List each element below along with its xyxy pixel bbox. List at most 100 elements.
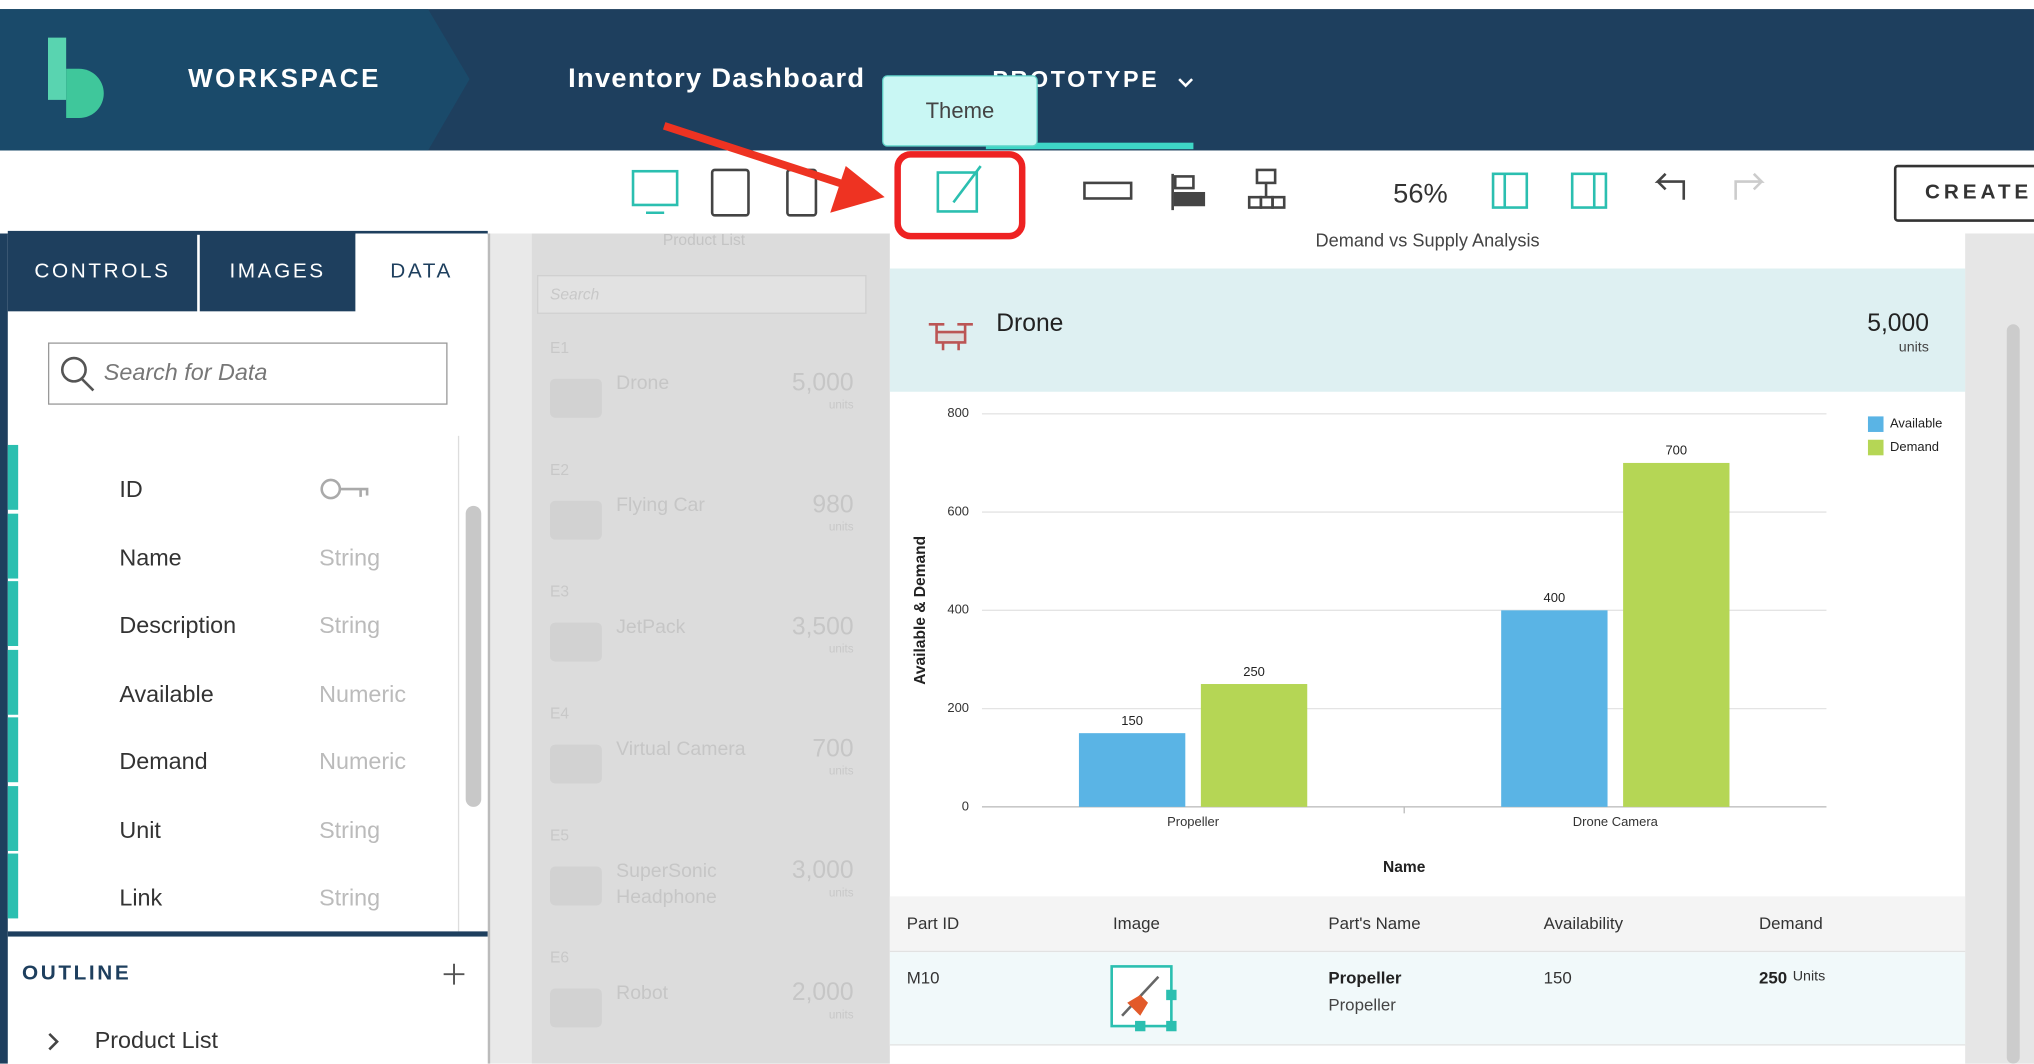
field-name[interactable]: Link (119, 884, 163, 911)
product-value: 3,000 (791, 857, 854, 885)
field-marker (7, 444, 19, 510)
desktop-icon[interactable] (631, 169, 679, 207)
table-header (889, 896, 1966, 953)
workspace-label[interactable]: WORKSPACE (188, 64, 382, 94)
product-search-placeholder: Search (550, 285, 600, 304)
field-name[interactable]: ID (119, 476, 143, 503)
detail-header (889, 268, 1966, 392)
product-name[interactable]: SuperSonic Headphone (616, 860, 717, 909)
product-id: E6 (550, 948, 570, 967)
product-id: E5 (550, 826, 570, 845)
tab[interactable]: IMAGES (199, 233, 356, 312)
field-type: Numeric (319, 748, 407, 775)
search-icon (60, 356, 95, 392)
product-image (550, 378, 602, 418)
product-name[interactable]: Flying Car (616, 494, 705, 517)
product-value: 700 (812, 735, 854, 763)
data-label: 250 (1243, 664, 1265, 679)
column-header: Part ID (906, 913, 960, 933)
ruler-icon[interactable] (1083, 181, 1133, 200)
bar (1078, 733, 1186, 807)
project-name[interactable]: Inventory Dashboard (568, 63, 866, 94)
panel-right-icon[interactable] (1570, 172, 1608, 209)
legend-label: Demand (1890, 439, 1939, 454)
field-marker (7, 581, 19, 647)
scrollbar[interactable] (465, 505, 482, 807)
y-tick-label: 800 (947, 405, 969, 420)
product-image (550, 866, 602, 906)
panel-left-icon[interactable] (1491, 172, 1529, 209)
tablet-icon[interactable] (710, 168, 750, 217)
column-header: Part's Name (1328, 913, 1421, 933)
product-name[interactable]: Robot (616, 981, 669, 1005)
field-marker (7, 717, 19, 783)
x-tick-label: Drone Camera (1573, 814, 1659, 829)
search-box[interactable] (47, 342, 448, 405)
y-tick-label: 400 (947, 602, 969, 617)
align-icon[interactable] (1173, 191, 1206, 207)
panel-border (487, 233, 491, 1064)
search-placeholder: Search for Data (103, 359, 268, 386)
canvas-scrollbar[interactable] (2006, 324, 2020, 1064)
key-icon (320, 478, 369, 500)
cell: M10 (906, 967, 940, 988)
field-name[interactable]: Unit (119, 816, 161, 843)
expand-icon[interactable] (44, 1030, 62, 1053)
zoom-level[interactable]: 56% (1393, 179, 1448, 209)
mode-underline (985, 142, 1194, 150)
field-marker (7, 853, 19, 919)
data-label: 150 (1121, 713, 1143, 728)
product-unit: units (828, 642, 854, 656)
detail-value: 5,000 (1867, 310, 1929, 338)
product-name[interactable]: Drone (616, 372, 670, 395)
field-name[interactable]: Description (119, 612, 237, 639)
product-image (550, 500, 602, 540)
field-name[interactable]: Name (119, 544, 182, 571)
y-tick-label: 200 (947, 700, 969, 715)
create-button[interactable]: CREATE (1893, 164, 2034, 222)
product-value: 5,000 (791, 369, 854, 397)
product-unit: units (828, 520, 854, 534)
product-unit: units (828, 1007, 854, 1021)
product-id: E1 (550, 338, 570, 357)
field-type: Numeric (319, 680, 407, 707)
field-marker (7, 513, 19, 578)
field-type: String (319, 884, 381, 911)
annotation (662, 122, 1026, 240)
chart: 0 200 400 600 800 Propeller 150 250 Drone Camera… (912, 405, 1942, 876)
cell: Propeller (1328, 994, 1396, 1015)
add-icon[interactable] (441, 961, 467, 987)
detail-title: Demand vs Supply Analysis (1315, 229, 1540, 251)
product-id: E4 (550, 704, 570, 723)
cell: 150 (1543, 967, 1572, 988)
tab[interactable]: CONTROLS (7, 233, 198, 312)
tab-active[interactable]: DATA (355, 233, 488, 312)
cell: Units (1792, 969, 1826, 985)
outline-divider (7, 931, 488, 937)
undo-icon[interactable] (1654, 172, 1686, 200)
tree-icon[interactable] (1271, 195, 1286, 209)
product-name[interactable]: Virtual Camera (616, 738, 746, 761)
product-value: 2,000 (791, 979, 854, 1007)
field-name[interactable]: Demand (119, 748, 208, 775)
field-type: String (319, 816, 381, 843)
theme-icon[interactable] (936, 171, 979, 213)
product-name[interactable]: JetPack (616, 616, 686, 639)
field-type: String (319, 612, 381, 639)
y-tick-label: 0 (962, 798, 969, 813)
product-list-title: Product List (662, 230, 746, 250)
legend-swatch (1867, 439, 1884, 456)
product-image (550, 744, 602, 784)
product-unit: units (828, 764, 854, 778)
outline-item[interactable]: Product List (94, 1027, 218, 1054)
mode-chevron[interactable] (1175, 75, 1196, 91)
redo-icon[interactable] (1734, 172, 1765, 200)
field-name[interactable]: Available (119, 680, 214, 707)
product-search[interactable] (537, 275, 867, 314)
legend-label: Available (1890, 416, 1942, 431)
table-row[interactable] (889, 952, 1966, 1046)
product-unit: units (828, 885, 854, 899)
legend-swatch (1867, 416, 1884, 432)
